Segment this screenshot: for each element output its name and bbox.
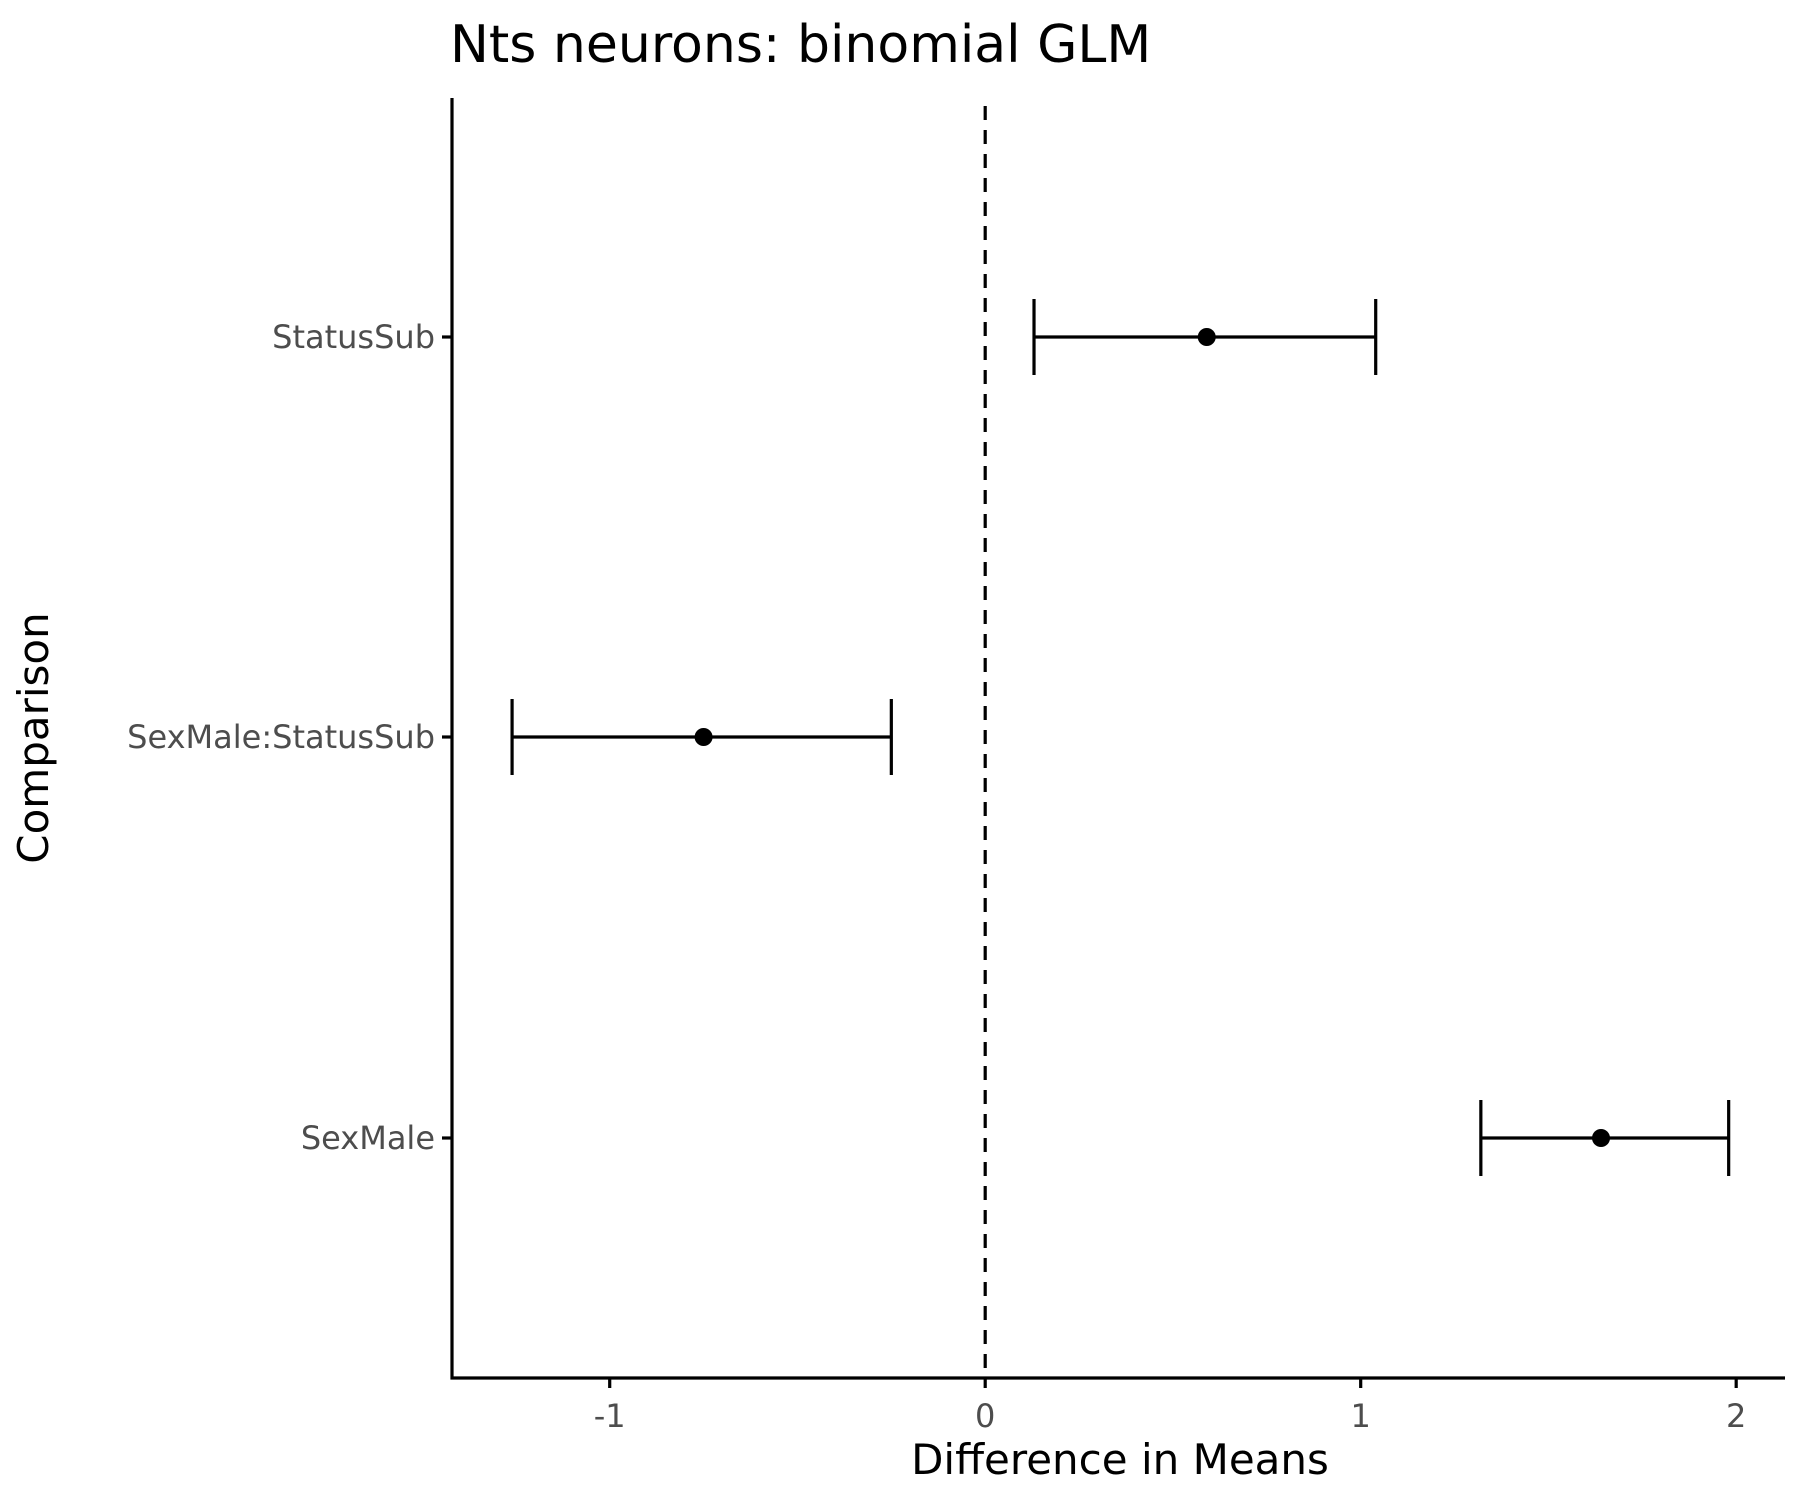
chart-title: Nts neurons: binomial GLM <box>450 15 1151 75</box>
estimate-point-3 <box>1592 1129 1611 1147</box>
y-tick-label-2: SexMale:StatusSub <box>127 718 435 756</box>
x-tick-label--1: -1 <box>594 1397 626 1435</box>
plot-area: -1 0 1 2 StatusSub SexMale:StatusSub SexMale <box>127 98 1785 1435</box>
y-tick-label-3: SexMale <box>301 1119 435 1157</box>
x-axis-title: Difference in Means <box>911 1435 1329 1484</box>
y-tick-label-1: StatusSub <box>272 318 435 356</box>
x-tick-label-2: 2 <box>1726 1397 1746 1435</box>
estimate-point-1 <box>1197 328 1216 346</box>
x-tick-label-0: 0 <box>975 1397 995 1435</box>
y-axis-title: Comparison <box>9 612 58 863</box>
estimate-point-2 <box>694 728 713 746</box>
x-tick-label-1: 1 <box>1351 1397 1371 1435</box>
